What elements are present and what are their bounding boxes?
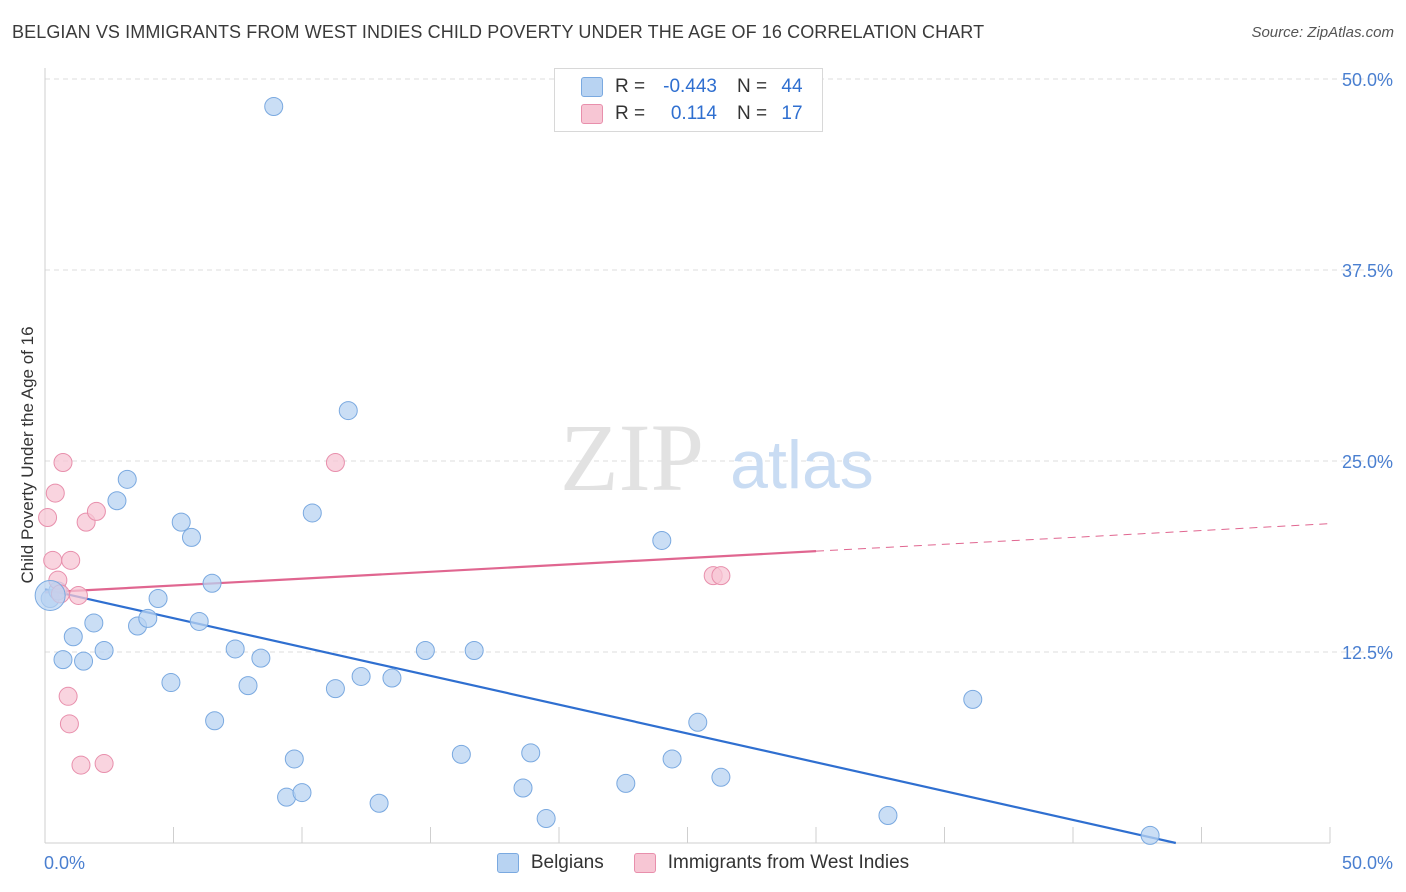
belgian-point (652, 530, 672, 550)
west-indies-point (45, 483, 65, 503)
correlation-legend: R = -0.443 N = 44 R = 0.114 N = 17 (554, 68, 823, 132)
blue-swatch-icon (496, 853, 519, 873)
belgian-point (264, 97, 284, 117)
west-indies-point (71, 755, 91, 775)
grid-lines (45, 78, 1392, 653)
belgian-point (616, 773, 636, 793)
x-tick-label: 50.0% (1342, 853, 1393, 873)
tick-labels: 12.5% 25.0% 37.5% 50.0% 0.0% 50.0% (44, 70, 1393, 873)
belgian-point (351, 666, 371, 686)
belgian-point (711, 767, 731, 787)
west-indies-point (43, 550, 63, 570)
belgian-point (205, 711, 225, 731)
watermark-atlas: atlas (730, 427, 874, 503)
belgian-point (148, 589, 168, 609)
belgian-point (53, 650, 73, 670)
belgian-point (451, 744, 471, 764)
blue-swatch-icon (581, 77, 603, 97)
source-label: Source: ZipAtlas.com (1251, 24, 1394, 41)
belgian-point (325, 679, 345, 699)
y-tick-label: 37.5% (1342, 261, 1393, 281)
belgian-point (171, 512, 191, 532)
belgian-point (202, 573, 222, 593)
belgian-point (415, 640, 435, 660)
n-label: N = (737, 76, 768, 97)
belgian-point (84, 613, 104, 633)
n-label: N = (737, 103, 768, 124)
belgian-point (225, 639, 245, 659)
belgian-point (338, 401, 358, 421)
pink-swatch-icon (581, 104, 603, 124)
belgians-trend-line (44, 588, 1177, 845)
belgian-point (94, 640, 114, 660)
belgian-point (662, 749, 682, 769)
belgian-point (251, 648, 271, 668)
west-indies-point (94, 754, 114, 774)
belgian-point (161, 673, 181, 693)
belgian-point (189, 611, 209, 631)
west-indies-trend-extension (815, 523, 1331, 552)
belgian-point (63, 627, 83, 647)
west-indies-point (61, 550, 81, 570)
west-indies-point (325, 453, 345, 473)
west-indies-point (59, 714, 79, 734)
west-indies-point (86, 501, 106, 521)
belgian-point (963, 689, 983, 709)
r-label: R = (615, 103, 646, 124)
data-points (34, 97, 1160, 845)
belgian-point (238, 676, 258, 696)
y-axis-label: Child Poverty Under the Age of 16 (18, 326, 37, 583)
west-indies-point (711, 566, 731, 586)
y-tick-label: 12.5% (1342, 643, 1393, 663)
legend-label-west-indies: Immigrants from West Indies (667, 852, 910, 873)
r-label: R = (615, 76, 646, 97)
belgian-point (117, 469, 137, 489)
r-value: -0.443 (663, 76, 717, 97)
watermark: ZIP atlas (560, 404, 874, 511)
belgian-point (302, 503, 322, 523)
legend-label-belgians: Belgians (530, 852, 604, 873)
belgian-point (34, 579, 66, 611)
belgian-point (74, 651, 94, 671)
belgian-point (382, 668, 402, 688)
legend-row-belgians: R = -0.443 N = 44 (581, 74, 807, 100)
belgian-point (369, 793, 389, 813)
r-value: 0.114 (670, 103, 717, 124)
belgian-point (513, 778, 533, 798)
axes (44, 68, 1331, 844)
belgian-point (292, 783, 312, 803)
n-value: 17 (781, 103, 803, 124)
west-indies-point (38, 508, 58, 528)
belgian-point (878, 805, 898, 825)
belgian-point (107, 491, 127, 511)
x-tick-label: 0.0% (44, 853, 85, 873)
belgian-point (284, 749, 304, 769)
series-legend: Belgians Immigrants from West Indies (0, 852, 1406, 874)
belgian-point (138, 608, 158, 628)
legend-item-west-indies[interactable]: Immigrants from West Indies (633, 852, 910, 874)
belgian-point (521, 743, 541, 763)
legend-item-belgians[interactable]: Belgians (496, 852, 604, 874)
belgian-point (688, 712, 708, 732)
west-indies-point (68, 585, 88, 605)
watermark-zip: ZIP (560, 404, 704, 511)
west-indies-trend-line (44, 550, 817, 594)
belgian-point (464, 640, 484, 660)
y-tick-label: 25.0% (1342, 452, 1393, 472)
belgian-point (181, 527, 201, 547)
y-tick-label: 50.0% (1342, 70, 1393, 90)
pink-swatch-icon (633, 853, 656, 873)
west-indies-point (58, 686, 78, 706)
legend-row-west-indies: R = 0.114 N = 17 (581, 101, 807, 127)
n-value: 44 (781, 76, 803, 97)
chart-title: BELGIAN VS IMMIGRANTS FROM WEST INDIES C… (12, 22, 985, 42)
belgian-point (536, 809, 556, 829)
belgian-point (1140, 825, 1160, 845)
trend-lines (44, 523, 1331, 845)
west-indies-point (53, 453, 73, 473)
